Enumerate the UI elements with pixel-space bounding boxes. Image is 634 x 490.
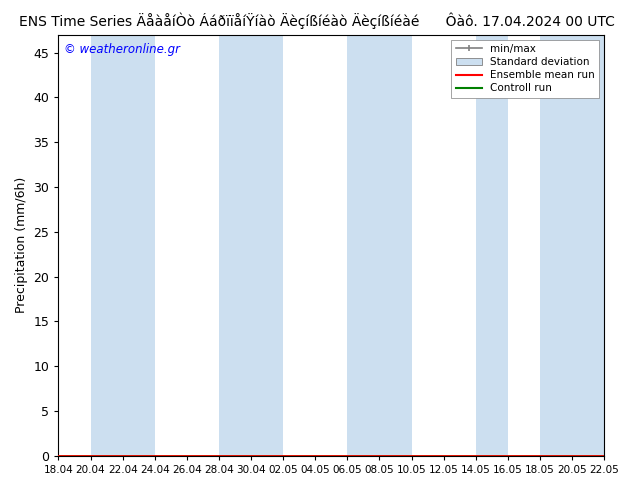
- Bar: [347, 35, 411, 456]
- Legend: min/max, Standard deviation, Ensemble mean run, Controll run: min/max, Standard deviation, Ensemble me…: [451, 40, 599, 98]
- Text: © weatheronline.gr: © weatheronline.gr: [64, 43, 180, 56]
- Bar: [91, 35, 155, 456]
- Y-axis label: Precipitation (mm/6h): Precipitation (mm/6h): [15, 177, 28, 314]
- Text: ENS Time Series ÄåàåíÒò ÁáðïïåíŸíàò Äèçíßíéàò Äèçíßíéàé      Ôàô. 17.04.2024 00 : ENS Time Series ÄåàåíÒò ÁáðïïåíŸíàò Äèçí…: [19, 12, 615, 29]
- Bar: [476, 35, 508, 456]
- Bar: [540, 35, 604, 456]
- Bar: [219, 35, 283, 456]
